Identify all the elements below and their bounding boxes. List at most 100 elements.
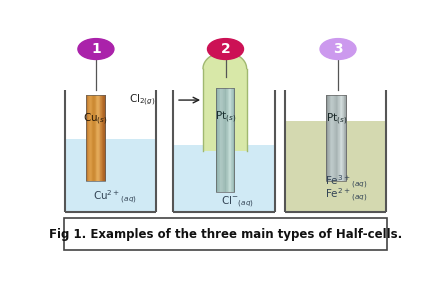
Bar: [224, 88, 225, 192]
Bar: [90, 95, 92, 182]
Bar: [328, 95, 330, 182]
Bar: [216, 88, 235, 192]
Bar: [285, 121, 386, 212]
Bar: [334, 95, 335, 182]
Bar: [224, 88, 226, 192]
Bar: [345, 95, 346, 182]
Bar: [219, 88, 220, 192]
Bar: [332, 95, 334, 182]
Bar: [229, 88, 231, 192]
Bar: [105, 95, 106, 182]
Bar: [101, 95, 102, 182]
Bar: [330, 95, 331, 182]
Bar: [226, 88, 227, 192]
Bar: [329, 95, 330, 182]
Text: Fe$^{3+}$$_{(aq)}$: Fe$^{3+}$$_{(aq)}$: [325, 174, 368, 191]
Text: Cl$^{-}$$_{(aq)}$: Cl$^{-}$$_{(aq)}$: [221, 194, 254, 210]
Bar: [231, 88, 232, 192]
Bar: [216, 88, 217, 192]
Bar: [221, 88, 222, 192]
Bar: [104, 95, 105, 182]
Bar: [99, 95, 100, 182]
Bar: [227, 88, 228, 192]
Bar: [95, 95, 96, 182]
Text: 3: 3: [333, 42, 343, 56]
Bar: [98, 95, 99, 182]
Bar: [91, 95, 92, 182]
Bar: [102, 95, 103, 182]
Bar: [225, 88, 226, 192]
Bar: [331, 95, 332, 182]
Bar: [218, 88, 219, 192]
Bar: [218, 88, 220, 192]
Bar: [95, 95, 96, 182]
Bar: [220, 88, 221, 192]
Bar: [334, 95, 335, 182]
Bar: [234, 88, 235, 192]
Bar: [203, 69, 247, 151]
Bar: [339, 95, 340, 182]
Ellipse shape: [203, 52, 247, 85]
Bar: [326, 95, 327, 182]
Bar: [333, 95, 334, 182]
Bar: [341, 95, 342, 182]
Bar: [222, 88, 223, 192]
Ellipse shape: [320, 39, 356, 60]
Text: Fe$^{2+}$$_{(aq)}$: Fe$^{2+}$$_{(aq)}$: [325, 187, 368, 204]
Text: Pt$_{(s)}$: Pt$_{(s)}$: [326, 111, 347, 127]
Text: 1: 1: [91, 42, 101, 56]
Bar: [99, 95, 100, 182]
Bar: [100, 95, 101, 182]
Bar: [88, 95, 89, 182]
Bar: [343, 95, 344, 182]
Bar: [327, 95, 328, 182]
Bar: [172, 145, 275, 212]
Bar: [90, 95, 91, 182]
Ellipse shape: [208, 39, 243, 60]
Bar: [344, 95, 345, 182]
Bar: [345, 95, 347, 182]
Bar: [65, 139, 156, 212]
Bar: [94, 95, 95, 182]
Bar: [96, 95, 97, 182]
Bar: [341, 95, 343, 182]
Bar: [86, 95, 87, 182]
Bar: [337, 95, 339, 182]
Bar: [227, 88, 228, 192]
Bar: [326, 95, 346, 182]
Bar: [217, 88, 218, 192]
Bar: [103, 95, 104, 182]
Text: Cu$_{(s)}$: Cu$_{(s)}$: [83, 111, 108, 127]
Bar: [230, 88, 231, 192]
Bar: [340, 95, 341, 182]
Bar: [332, 95, 333, 182]
Bar: [330, 95, 331, 182]
Bar: [233, 88, 234, 192]
Bar: [89, 95, 90, 182]
Bar: [93, 95, 94, 182]
Bar: [94, 95, 95, 182]
Bar: [232, 88, 234, 192]
Text: Pt$_{(s)}$: Pt$_{(s)}$: [215, 110, 236, 125]
Bar: [216, 88, 217, 192]
Bar: [337, 95, 338, 182]
Text: Cl$_{2(g)}$: Cl$_{2(g)}$: [129, 92, 156, 108]
Bar: [88, 95, 89, 182]
Bar: [221, 88, 223, 192]
Bar: [92, 95, 93, 182]
Text: 2: 2: [220, 42, 231, 56]
Bar: [344, 95, 345, 182]
Bar: [102, 95, 103, 182]
Bar: [103, 95, 104, 182]
Bar: [223, 88, 224, 192]
Bar: [340, 95, 341, 182]
Bar: [98, 95, 99, 182]
Bar: [338, 95, 339, 182]
Bar: [86, 95, 106, 182]
Bar: [228, 88, 229, 192]
Bar: [342, 95, 343, 182]
FancyBboxPatch shape: [63, 218, 388, 250]
Bar: [86, 95, 88, 182]
Bar: [336, 95, 337, 182]
Bar: [328, 95, 329, 182]
